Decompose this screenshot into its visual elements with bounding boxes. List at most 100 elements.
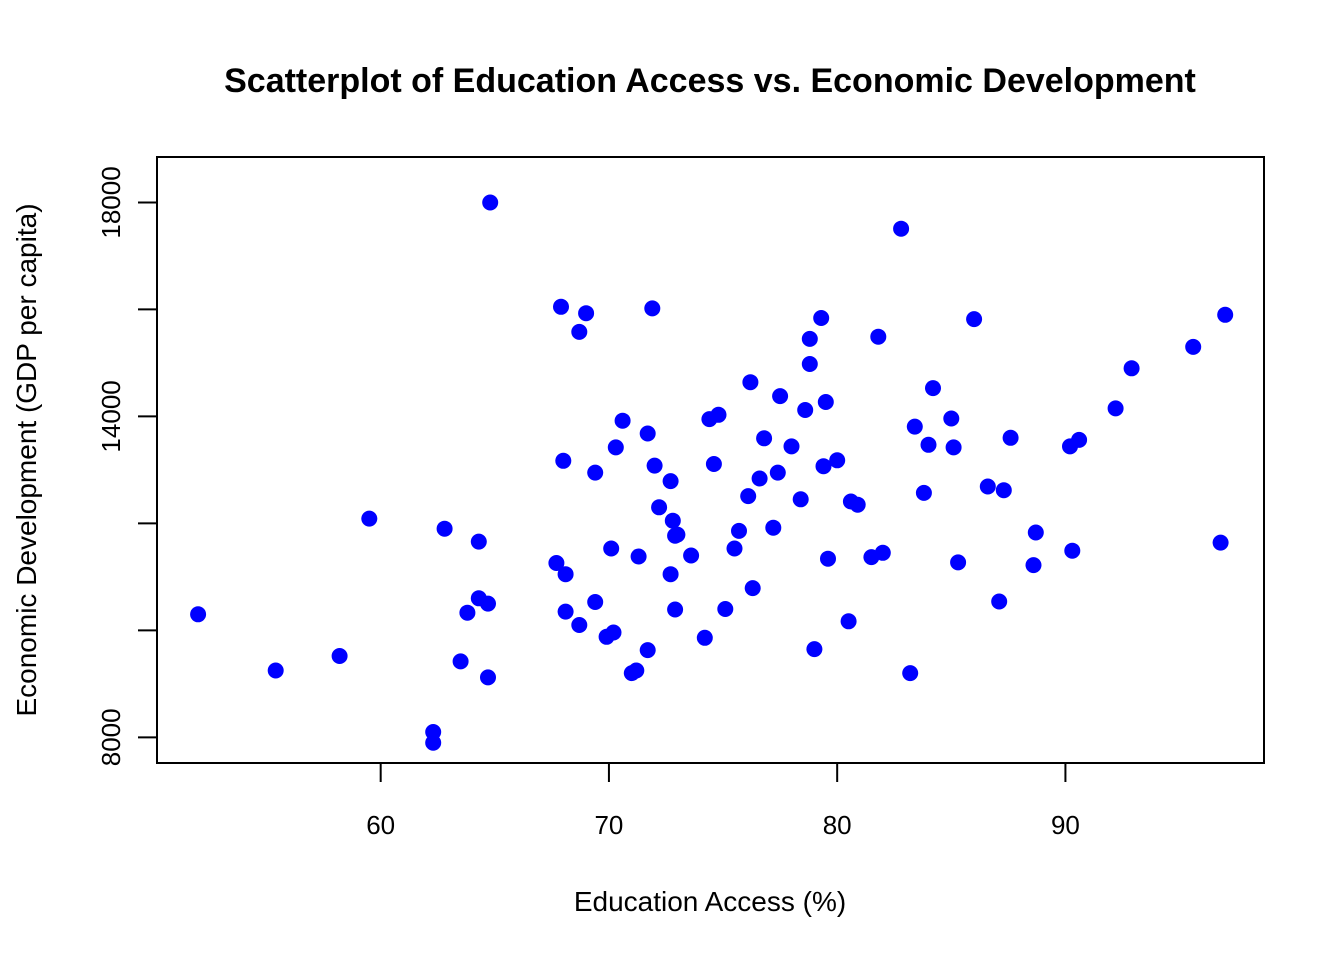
data-point [744, 580, 761, 597]
y-axis-title: Economic Development (GDP per capita) [11, 203, 42, 716]
data-point [751, 470, 768, 487]
data-point [943, 410, 960, 427]
data-point [829, 452, 846, 469]
data-point [742, 374, 759, 391]
data-point [817, 394, 834, 410]
data-point [1185, 338, 1202, 355]
data-point [870, 328, 887, 345]
data-point [945, 439, 962, 456]
data-point [765, 519, 782, 536]
data-point [557, 603, 574, 620]
x-tick-label: 90 [1051, 810, 1080, 840]
data-point [480, 595, 496, 612]
data-point [587, 464, 604, 481]
data-point [667, 601, 684, 618]
data-point [797, 402, 814, 418]
data-point [555, 452, 572, 469]
x-axis-title: Education Access (%) [574, 886, 846, 917]
data-point [783, 438, 800, 455]
data-point [801, 356, 818, 372]
data-point [646, 457, 663, 474]
data-point [950, 554, 967, 571]
data-point [966, 311, 983, 328]
data-point [1217, 306, 1234, 323]
data-point [452, 653, 469, 670]
x-tick-label: 60 [366, 810, 395, 840]
data-point [190, 606, 207, 623]
data-point [603, 540, 620, 557]
data-point [813, 310, 830, 326]
data-point [925, 380, 941, 397]
data-point [1123, 360, 1140, 377]
data-point [459, 604, 476, 621]
data-point [717, 601, 734, 617]
data-point [815, 458, 832, 475]
y-tick-label: 18000 [96, 166, 126, 238]
data-point [607, 439, 624, 456]
data-point [915, 484, 932, 501]
data-point [1107, 400, 1124, 417]
data-point [683, 547, 700, 564]
data-point [710, 406, 727, 423]
data-point [893, 220, 910, 237]
data-point [605, 624, 622, 641]
data-point [662, 473, 679, 490]
data-point [470, 533, 487, 550]
data-point [644, 300, 661, 317]
data-point [1071, 431, 1088, 448]
data-point [1002, 429, 1019, 446]
data-point [756, 430, 773, 447]
data-point [628, 662, 645, 679]
data-point [1027, 524, 1044, 541]
data-point [920, 436, 937, 453]
data-point [425, 734, 442, 751]
data-point [806, 641, 823, 658]
data-point [548, 555, 565, 571]
data-point [769, 464, 786, 481]
data-point [726, 540, 743, 557]
data-point [740, 488, 757, 505]
data-point [902, 665, 919, 682]
data-point [696, 629, 713, 646]
data-point [1212, 534, 1229, 551]
data-point [651, 499, 668, 516]
data-point [571, 323, 588, 340]
data-point [630, 548, 647, 565]
data-points [190, 194, 1234, 751]
data-point [578, 305, 595, 322]
data-point [571, 617, 588, 633]
x-tick-label: 80 [823, 810, 852, 840]
data-point [361, 510, 378, 527]
data-point [436, 520, 453, 537]
data-point [557, 566, 574, 583]
x-axis: 60 70 80 90 [366, 762, 1080, 840]
data-point [1025, 557, 1042, 574]
data-point [669, 526, 686, 543]
data-point [639, 425, 656, 442]
data-point [267, 662, 284, 679]
data-point [553, 298, 569, 315]
data-point [995, 482, 1012, 499]
x-tick-label: 70 [594, 810, 623, 840]
data-point [801, 330, 818, 347]
data-point [792, 491, 809, 508]
y-tick-label: 14000 [96, 380, 126, 452]
y-axis: 8000 14000 18000 [96, 166, 158, 766]
data-point [614, 412, 631, 429]
data-point [820, 550, 836, 567]
data-point [991, 593, 1008, 610]
data-point [664, 512, 681, 529]
chart-title: Scatterplot of Education Access vs. Econ… [224, 62, 1196, 100]
data-point [772, 388, 789, 405]
data-point [331, 648, 348, 664]
data-point [840, 613, 857, 630]
y-tick-label: 8000 [96, 708, 126, 766]
data-point [979, 478, 996, 495]
data-point [480, 669, 496, 686]
data-point [662, 566, 679, 583]
data-point [705, 456, 722, 472]
data-point [731, 522, 747, 539]
data-point [482, 194, 499, 211]
data-point [587, 594, 604, 610]
